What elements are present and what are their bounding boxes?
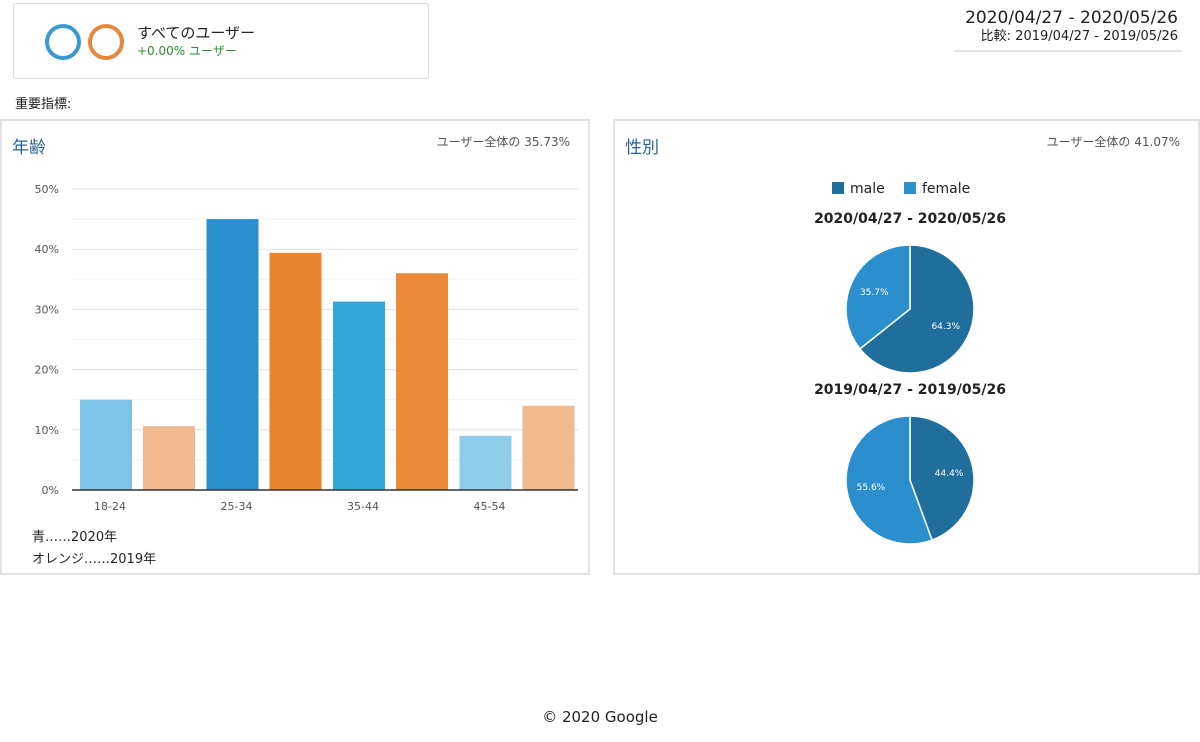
bar-45-54-2020年[interactable]: [459, 435, 512, 490]
segment-circle-blue: [45, 24, 81, 60]
footer-copyright: © 2020 Google: [542, 708, 658, 726]
bar-25-34-2020年[interactable]: [206, 219, 259, 490]
age-panel: 年齢 ユーザー全体の 35.73% 0% 10% 20% 30% 40% 50% 18-24…: [0, 119, 590, 575]
segment-subtitle: +0.00% ユーザー: [137, 44, 237, 58]
x-tick-label: 18-24: [94, 500, 126, 513]
legend-swatch-male: [832, 182, 844, 194]
x-tick-label: 45-54: [474, 500, 506, 513]
x-tick-label: 25-34: [221, 500, 253, 513]
y-tick-label: 50%: [35, 183, 59, 196]
bar-25-34-2019年[interactable]: [269, 252, 322, 490]
legend-note-blue: 青……2020年: [32, 530, 118, 545]
y-tick-label: 20%: [35, 364, 59, 377]
pie-title: 2020/04/27 - 2020/05/26: [814, 211, 1006, 227]
y-tick-label: 0%: [42, 484, 59, 497]
gender-pie-charts: male female 2020/04/27 - 2020/05/26 64.3%…: [814, 181, 1006, 545]
pie-slice-female[interactable]: [845, 244, 911, 350]
y-tick-label: 10%: [35, 424, 59, 437]
bar-45-54-2019年[interactable]: [522, 405, 575, 490]
bar-18-24-2020年[interactable]: [80, 399, 132, 490]
pie-slice-female[interactable]: [845, 415, 934, 545]
pie-value-label: 44.4%: [935, 469, 964, 479]
bar-35-44-2019年[interactable]: [396, 273, 448, 490]
gender-panel-title: 性別: [625, 138, 659, 158]
y-tick-label: 30%: [35, 303, 59, 316]
age-bar-chart: 0% 10% 20% 30% 40% 50% 18-24 25-34 35-44 45-54: [35, 183, 578, 513]
age-panel-meta: ユーザー全体の 35.73%: [436, 135, 570, 149]
age-panel-title: 年齢: [12, 138, 46, 158]
date-range[interactable]: 2020/04/27 - 2020/05/26 比較: 2019/04/27 -…: [965, 7, 1178, 44]
pie-title: 2019/04/27 - 2019/05/26: [814, 382, 1006, 398]
pie-value-label: 64.3%: [931, 322, 960, 332]
date-range-current: 2020/04/27 - 2020/05/26: [965, 8, 1178, 28]
date-range-compare: 比較: 2019/04/27 - 2019/05/26: [980, 29, 1178, 44]
legend-note-orange: オレンジ……2019年: [32, 552, 157, 567]
legend-label-female[interactable]: female: [922, 181, 970, 197]
bar-35-44-2020年[interactable]: [333, 301, 385, 490]
legend-swatch-female: [904, 182, 916, 194]
segment-card[interactable]: すべてのユーザー +0.00% ユーザー: [13, 3, 429, 79]
x-tick-label: 35-44: [347, 500, 379, 513]
segment-circles-icon: [45, 24, 124, 60]
pie-value-label: 55.6%: [857, 483, 886, 493]
pie-slice-male[interactable]: [858, 244, 975, 374]
pie-slice-male[interactable]: [909, 415, 975, 542]
segment-circle-orange: [88, 24, 124, 60]
bar-18-24-2019年[interactable]: [143, 426, 195, 490]
segment-title: すべてのユーザー: [137, 24, 256, 42]
pie-value-label: 35.7%: [860, 288, 889, 298]
legend-label-male[interactable]: male: [850, 181, 885, 197]
gender-panel: 性別 ユーザー全体の 41.07% male female 2020/04/27…: [613, 119, 1200, 575]
gender-panel-meta: ユーザー全体の 41.07%: [1046, 135, 1180, 149]
y-tick-label: 40%: [35, 243, 59, 256]
date-range-underline: [954, 50, 1182, 52]
key-metrics-label: 重要指標:: [15, 97, 72, 112]
